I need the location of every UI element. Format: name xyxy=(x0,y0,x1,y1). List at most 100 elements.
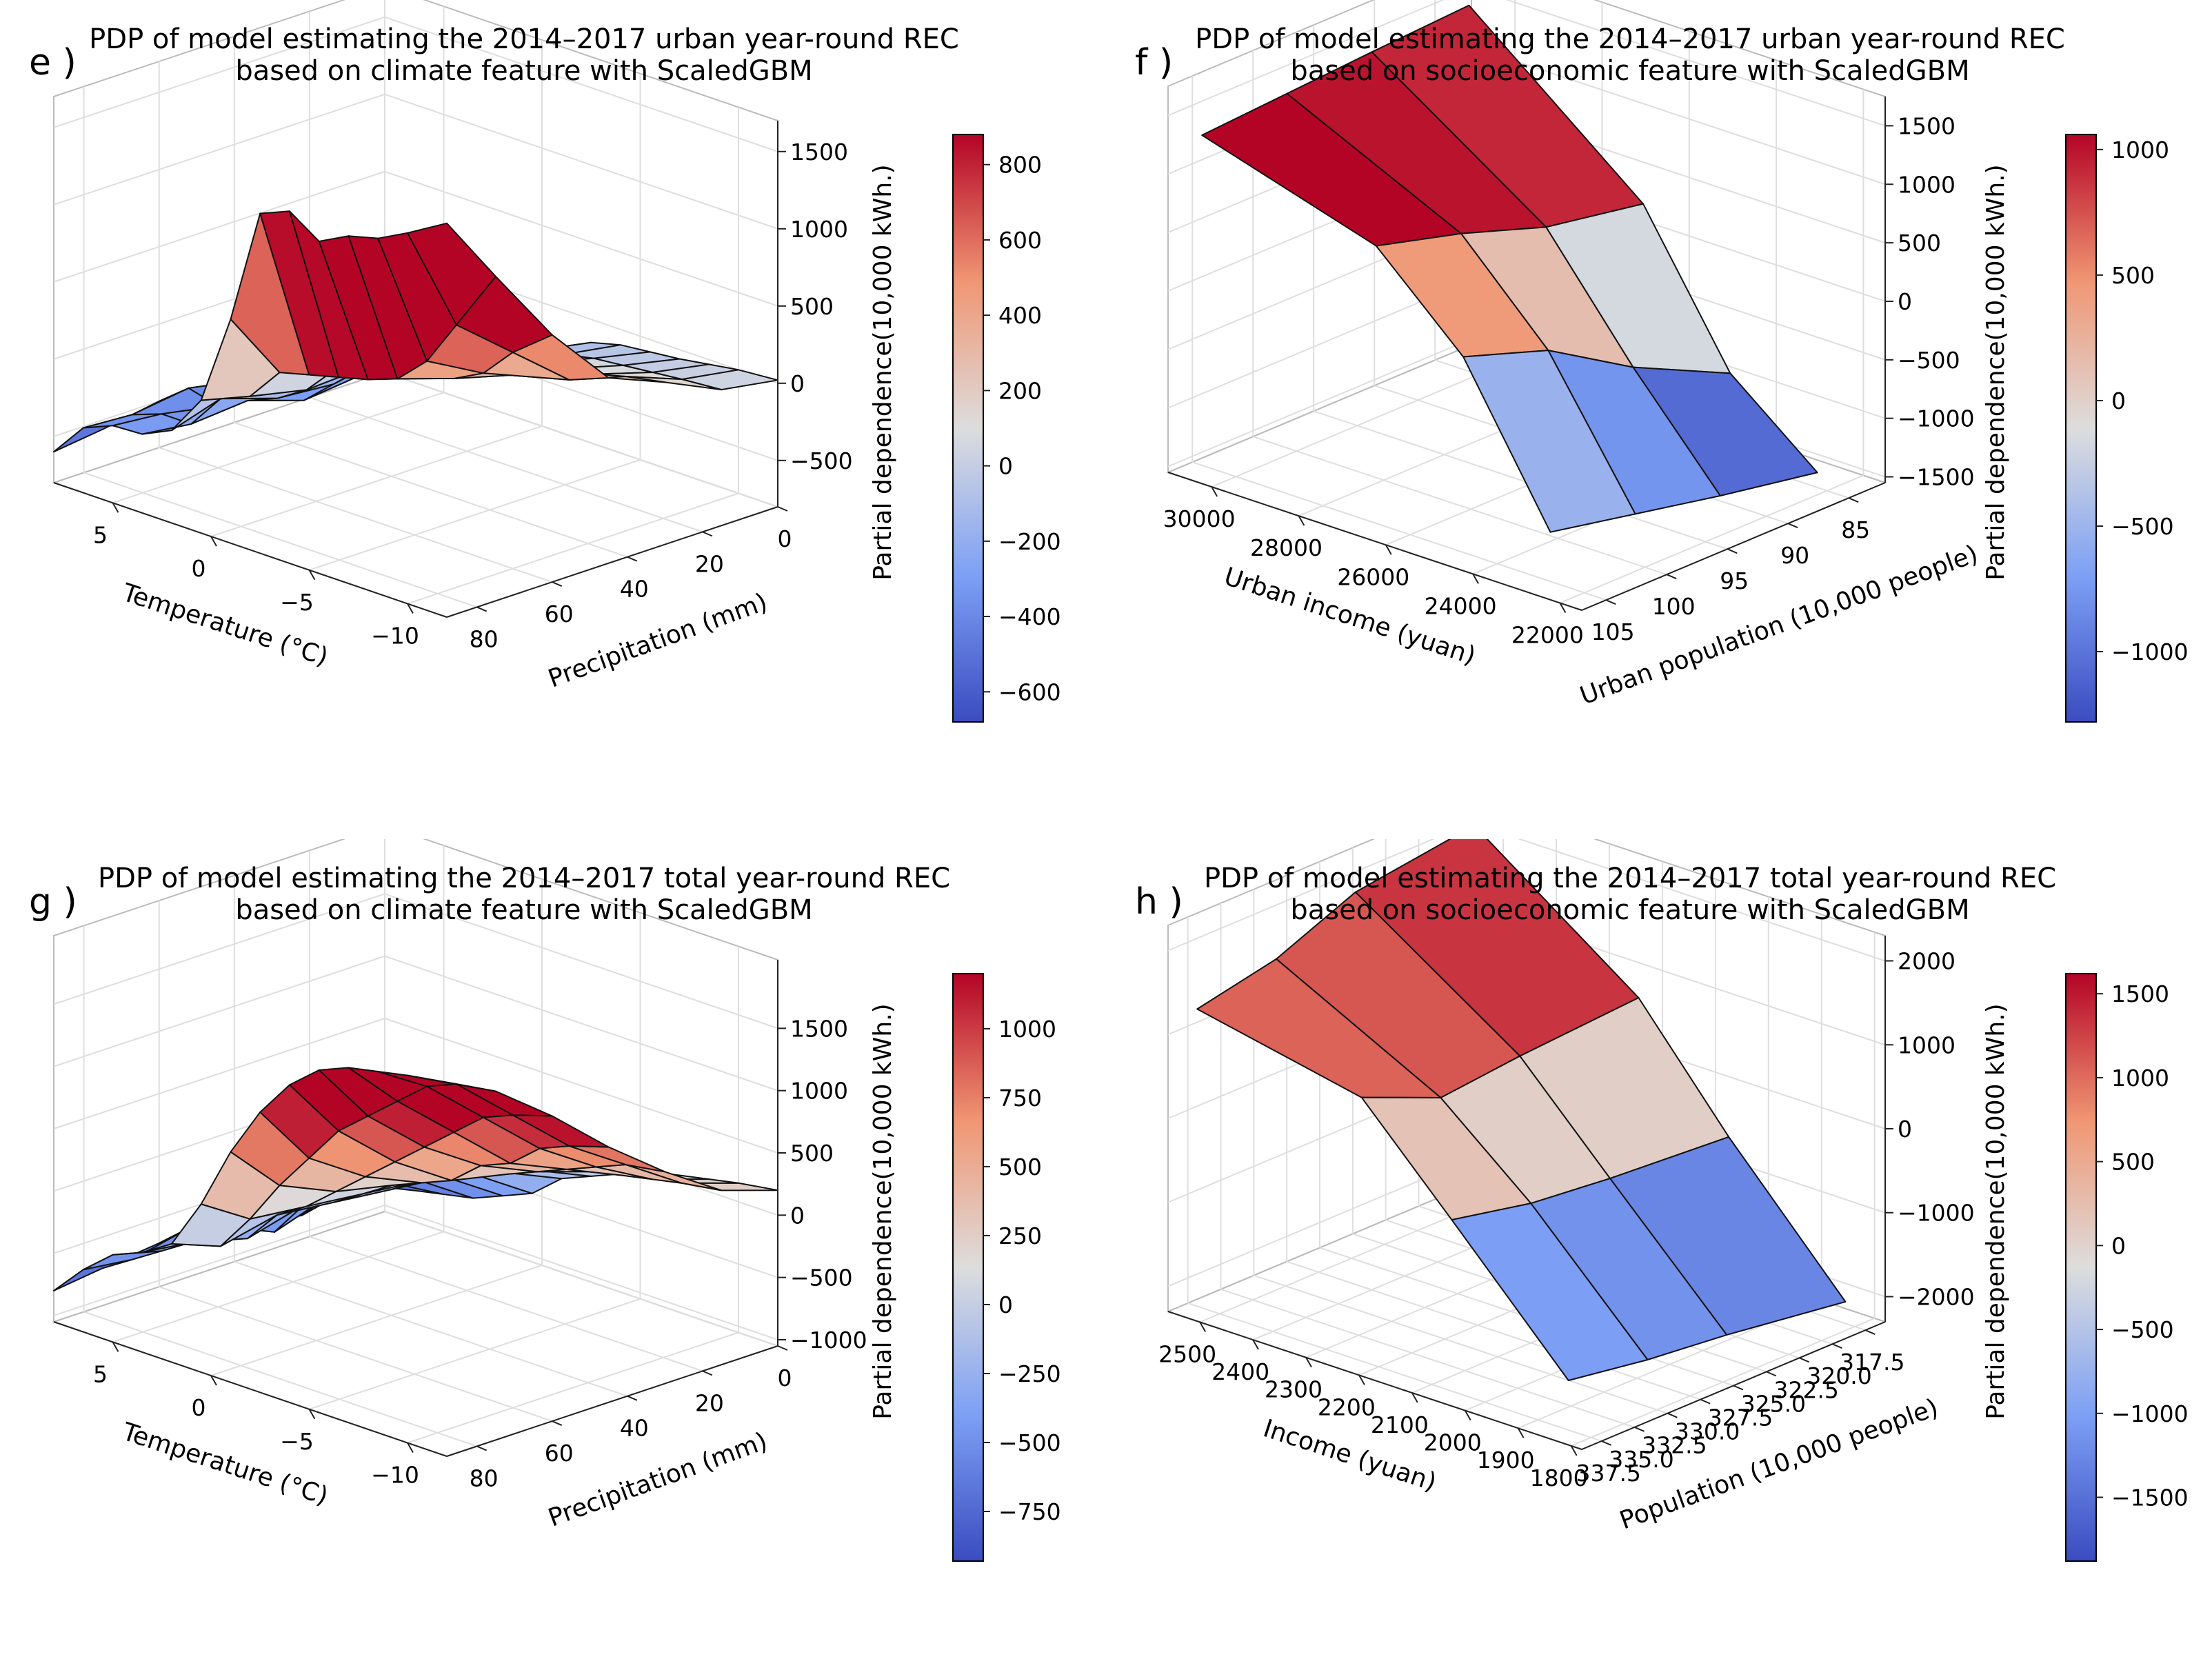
zlabel-e: Partial dependence(10,000 kWh.) xyxy=(869,164,897,580)
title-line-h: based on socioeconomic feature with Scal… xyxy=(1290,894,1969,926)
x-gridline xyxy=(1211,359,1516,487)
x-tick-label: 28000 xyxy=(1250,534,1323,561)
x-tick-label: 2200 xyxy=(1318,1394,1376,1420)
y-tick-mark xyxy=(1832,1343,1842,1349)
y-tick-mark xyxy=(702,1370,713,1376)
z-gridline xyxy=(384,1018,778,1154)
z-tick-label: −500 xyxy=(1898,347,1960,374)
y-tick-mark xyxy=(1787,523,1798,529)
axes-g: 5 0 −5 −10 0 20 40 60 80 −1000 −500 0 500 1000 1500 xyxy=(53,960,867,1491)
y-tick-mark xyxy=(1733,1385,1744,1391)
z-gridline xyxy=(1505,0,1886,127)
z-tick-label: −1000 xyxy=(790,1327,867,1354)
y-tick-label: 327.5 xyxy=(1708,1405,1773,1431)
y-tick-label: 100 xyxy=(1652,593,1696,620)
colorbar-tick-label: 0 xyxy=(998,1291,1013,1318)
colorbar-tick-label: −200 xyxy=(998,528,1061,555)
z-tick-label: −2000 xyxy=(1898,1283,1975,1310)
y-tick-label: 60 xyxy=(545,601,574,627)
y-tick-label: 85 xyxy=(1841,516,1870,543)
colorbar-tick-label: 1000 xyxy=(998,1016,1056,1043)
colorbar-tick-label: 500 xyxy=(2111,1149,2155,1176)
x-tick-label: 22000 xyxy=(1511,621,1584,648)
y-tick-mark xyxy=(702,531,713,537)
z-gridline xyxy=(384,93,778,230)
z-gridline xyxy=(384,170,778,307)
y-tick-label: 80 xyxy=(470,1465,499,1491)
colorbar-tick-label: 0 xyxy=(2111,1232,2126,1259)
y-gridline xyxy=(309,396,703,533)
chart-g: 50−5−10020406080−1000−500050010001500Tem… xyxy=(29,839,1061,1562)
z-gridline xyxy=(1167,338,1472,467)
title-line-h: PDP of model estimating the 2014–2017 to… xyxy=(1204,863,2056,894)
colorbar-frame xyxy=(2065,134,2097,723)
x-tick-mark xyxy=(1411,1392,1418,1403)
surface-g xyxy=(53,1067,778,1291)
x-tick-label: 2100 xyxy=(1371,1411,1429,1438)
x-tick-label: −10 xyxy=(371,1462,419,1489)
axes-e: 5 0 −5 −10 0 20 40 60 80 −500 0 500 1000 1500 xyxy=(53,121,853,652)
panel-letter-g: g ) xyxy=(29,881,77,923)
x-gridline xyxy=(210,425,543,537)
colorbar-tick-label: 200 xyxy=(998,377,1042,404)
x-tick-label: 0 xyxy=(192,555,206,582)
colorbar-tick-label: 750 xyxy=(998,1085,1042,1112)
x-gridline xyxy=(112,392,444,504)
z-gridline xyxy=(1518,839,1886,962)
x-tick-mark xyxy=(1385,544,1392,555)
zlabel-h: Partial dependence(10,000 kWh.) xyxy=(1982,1003,2010,1419)
x-gridline xyxy=(210,1265,543,1376)
y-tick-mark xyxy=(1601,1440,1612,1446)
x-gridline xyxy=(407,492,739,605)
x-tick-mark xyxy=(112,1341,119,1352)
z-tick-label: 1000 xyxy=(1898,171,1955,198)
panel-h: 2500 2400 2300 2200 2100 2000 1900 1800 317.5 320… xyxy=(1106,839,2212,1678)
y-gridline xyxy=(384,372,778,507)
colorbar-tick-label: −400 xyxy=(998,603,1061,630)
z-tick-label: 1000 xyxy=(790,1078,848,1105)
y-tick-label: 332.5 xyxy=(1642,1432,1707,1459)
panel-letter-h: h ) xyxy=(1135,881,1183,923)
colorbar-tick-label: −250 xyxy=(998,1360,1061,1387)
x-tick-mark xyxy=(1252,1339,1259,1350)
x-tick-label: 2400 xyxy=(1211,1358,1269,1385)
surface-face xyxy=(1451,1203,1649,1382)
z-tick-label: −500 xyxy=(790,448,853,474)
colorbar-tick-label: −500 xyxy=(998,1429,1061,1456)
y-tick-label: 320.0 xyxy=(1807,1363,1871,1389)
ylabel-e: Precipitation (mm) xyxy=(545,588,772,694)
y-tick-label: 60 xyxy=(545,1440,574,1467)
y-gridline xyxy=(83,472,477,608)
colorbar-tick-label: 1000 xyxy=(2111,1065,2169,1092)
z-gridline xyxy=(1471,46,1886,185)
y-tick-mark xyxy=(627,556,638,562)
y-tick-mark xyxy=(1799,1357,1810,1363)
x-tick-label: 30000 xyxy=(1163,505,1236,532)
x-tick-label: −10 xyxy=(371,623,419,650)
z-gridline xyxy=(1167,1158,1472,1287)
colorbar-frame xyxy=(2065,973,2097,1562)
colorbar-gradient xyxy=(953,974,983,1561)
x-tick-mark xyxy=(1305,1357,1312,1368)
x-tick-mark xyxy=(1559,602,1567,613)
title-line-f: PDP of model estimating the 2014–2017 ur… xyxy=(1195,23,2065,55)
title-line-f: based on socioeconomic feature with Scal… xyxy=(1290,55,1969,87)
x-tick-mark xyxy=(1298,515,1305,526)
z-tick-label: 1500 xyxy=(790,139,848,165)
y-gridline xyxy=(384,1211,778,1347)
x-tick-mark xyxy=(308,1409,316,1420)
axes-h: 25002400230022002100200019001800317.5320… xyxy=(1158,936,1975,1491)
x-tick-mark xyxy=(1570,1445,1578,1456)
x-tick-label: 2500 xyxy=(1158,1340,1216,1367)
y-gridline xyxy=(159,1286,553,1422)
z-tick-label: −1500 xyxy=(1898,464,1975,491)
z-tick-label: 2000 xyxy=(1898,948,1955,975)
y-tick-label: 322.5 xyxy=(1773,1376,1838,1403)
z-tick-label: 1000 xyxy=(1898,1032,1955,1058)
colorbar-tick-label: 500 xyxy=(998,1154,1042,1180)
surface-face xyxy=(1462,350,1636,533)
y-axis-line xyxy=(1581,482,1886,611)
y-tick-label: 40 xyxy=(620,1415,649,1442)
x-tick-mark xyxy=(210,1375,217,1386)
panel-letter-f: f ) xyxy=(1135,42,1173,83)
